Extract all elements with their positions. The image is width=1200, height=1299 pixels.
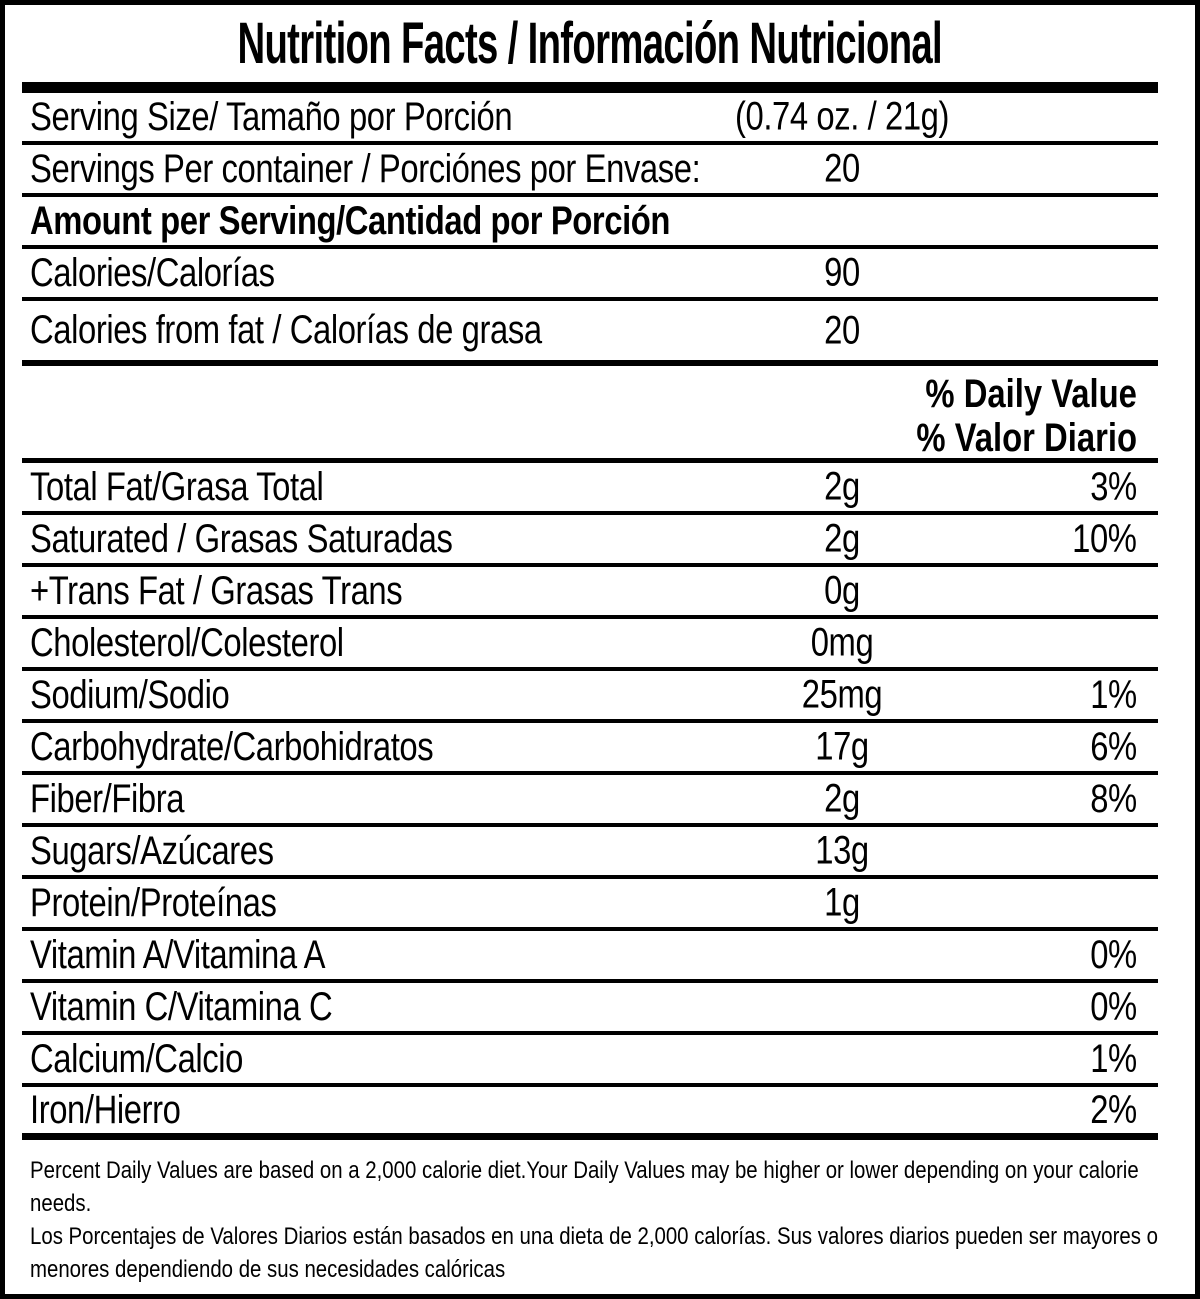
footnote: Percent Daily Values are based on a 2,00… [22,1140,1158,1294]
calories-row: Calories/Calorías 90 [22,249,1158,301]
nutrient-label: Vitamin C/Vitamina C [30,984,333,1029]
servings-per-container-row: Servings Per container / Porciónes por E… [22,145,1158,197]
nutrient-row-vitamin-c: Vitamin C/Vitamina C 0% [22,983,1158,1035]
nutrient-label: +Trans Fat / Grasas Trans [30,568,403,613]
daily-value-header-en: % Daily Value [925,372,1137,416]
nutrient-label: Fiber/Fibra [30,776,185,821]
nutrient-label: Sodium/Sodio [30,672,230,717]
nutrient-daily-value: 6% [1090,724,1137,769]
nutrient-amount: 17g [815,724,869,769]
page-title: Nutrition Facts / Información Nutriciona… [237,11,943,76]
daily-value-header-es: % Valor Diario [916,416,1137,460]
nutrient-row-total-fat: Total Fat/Grasa Total 2g 3% [22,463,1158,515]
nutrient-row-sodium: Sodium/Sodio 25mg 1% [22,671,1158,723]
nutrient-amount: 0mg [810,620,874,665]
footnote-english: Percent Daily Values are based on a 2,00… [30,1157,1139,1217]
label-content: Nutrition Facts / Información Nutriciona… [22,5,1158,1294]
serving-size-value: (0.74 oz. / 21g) [734,94,950,139]
nutrient-label: Protein/Proteínas [30,880,277,925]
nutrient-amount: 2g [824,516,860,561]
nutrient-row-calcium: Calcium/Calcio 1% [22,1035,1158,1087]
amount-per-serving-label: Amount per Serving/Cantidad por Porción [30,198,671,243]
calories-from-fat-row: Calories from fat / Calorías de grasa 20 [22,301,1158,366]
nutrient-label: Saturated / Grasas Saturadas [30,516,453,561]
nutrient-daily-value: 1% [1090,1036,1137,1081]
nutrient-daily-value: 1% [1090,672,1137,717]
title-divider-bar [22,82,1158,93]
nutrient-row-cholesterol: Cholesterol/Colesterol 0mg [22,619,1158,671]
footnote-spanish: Los Porcentajes de Valores Diarios están… [30,1223,1158,1283]
nutrient-daily-value: 0% [1090,932,1137,977]
calories-value: 90 [824,250,860,295]
nutrient-amount: 2g [824,464,860,509]
label-header: Nutrition Facts / Información Nutriciona… [22,5,1158,82]
nutrient-row-sugars: Sugars/Azúcares 13g [22,827,1158,879]
nutrient-label: Carbohydrate/Carbohidratos [30,724,434,769]
nutrient-label: Total Fat/Grasa Total [30,464,324,509]
daily-value-header: % Daily Value % Valor Diario [22,366,1158,463]
nutrient-row-vitamin-a: Vitamin A/Vitamina A 0% [22,931,1158,983]
nutrient-amount: 1g [824,880,860,925]
nutrient-row-trans-fat: +Trans Fat / Grasas Trans 0g [22,567,1158,619]
nutrient-daily-value: 0% [1090,984,1137,1029]
nutrient-daily-value: 10% [1072,516,1138,561]
nutrient-label: Sugars/Azúcares [30,828,274,873]
nutrient-row-protein: Protein/Proteínas 1g [22,879,1158,931]
nutrient-label: Vitamin A/Vitamina A [30,932,326,977]
nutrient-daily-value: 8% [1090,776,1137,821]
serving-size-label: Serving Size/ Tamaño por Porción [30,94,513,139]
servings-per-container-value: 20 [824,146,860,191]
nutrient-amount: 25mg [801,672,883,717]
nutrient-label: Cholesterol/Colesterol [30,620,344,665]
nutrient-row-saturated-fat: Saturated / Grasas Saturadas 2g 10% [22,515,1158,567]
nutrient-daily-value: 2% [1090,1087,1137,1132]
nutrient-label: Calcium/Calcio [30,1036,243,1081]
calories-from-fat-value: 20 [824,308,860,352]
nutrient-amount: 0g [824,568,860,613]
servings-per-container-label: Servings Per container / Porciónes por E… [30,146,701,191]
amount-per-serving-header-row: Amount per Serving/Cantidad por Porción [22,197,1158,249]
calories-label: Calories/Calorías [30,250,275,295]
nutrient-row-carbohydrate: Carbohydrate/Carbohidratos 17g 6% [22,723,1158,775]
nutrient-amount: 2g [824,776,860,821]
footnote-text-block: Percent Daily Values are based on a 2,00… [30,1154,1158,1286]
serving-size-row: Serving Size/ Tamaño por Porción (0.74 o… [22,93,1158,145]
nutrient-row-fiber: Fiber/Fibra 2g 8% [22,775,1158,827]
calories-from-fat-label: Calories from fat / Calorías de grasa [30,308,542,352]
nutrient-amount: 13g [815,828,869,873]
nutrient-daily-value: 3% [1090,464,1137,509]
nutrient-row-iron: Iron/Hierro 2% [22,1087,1158,1140]
nutrient-label: Iron/Hierro [30,1087,181,1132]
